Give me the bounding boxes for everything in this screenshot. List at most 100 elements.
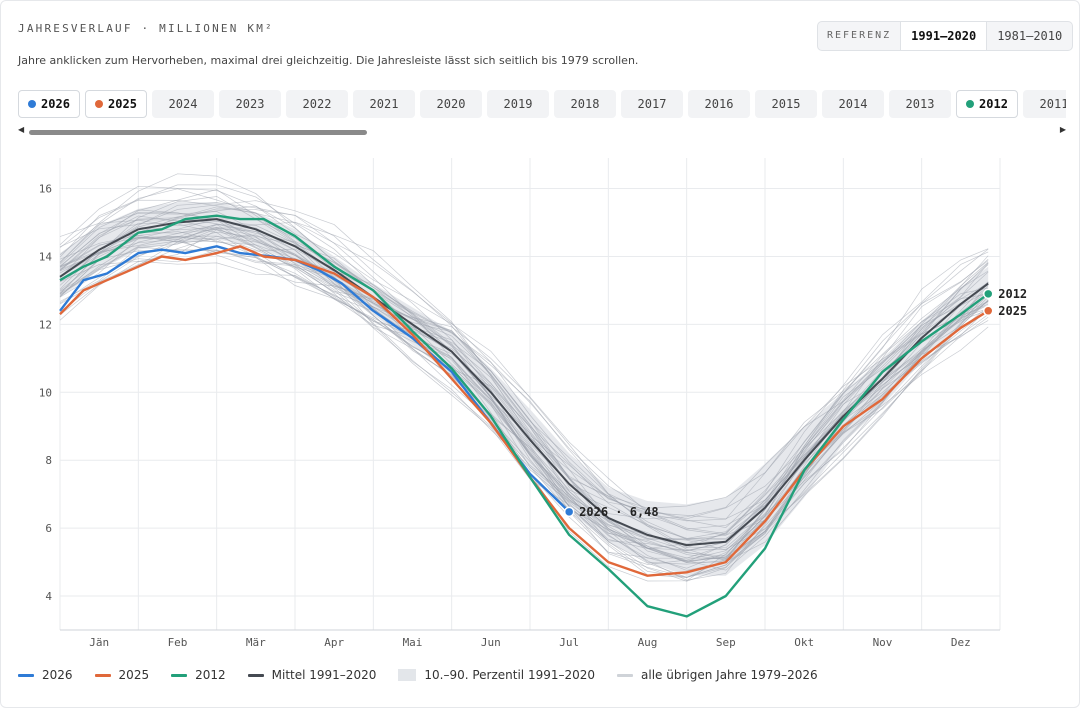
year-chip-label: 2019: [503, 97, 533, 111]
other-year-line: [59, 222, 989, 581]
legend-item: 2026: [18, 668, 73, 682]
other-year-line: [59, 185, 989, 535]
series-line-mean: [59, 218, 989, 547]
legend-swatch: [617, 673, 634, 677]
year-chip-label: 2013: [905, 97, 935, 111]
other-year-line: [59, 188, 989, 541]
end-label-y2012: 2012: [998, 287, 1027, 301]
other-year-line: [59, 184, 989, 528]
year-bar-scrollbar[interactable]: ◀ ▶: [18, 125, 1066, 137]
x-tick-label: Nov: [873, 636, 893, 649]
series-line-y2025: [59, 245, 989, 577]
year-chip-2026[interactable]: 2026: [18, 90, 80, 118]
other-year-line: [59, 217, 989, 559]
other-year-line: [59, 199, 989, 522]
y-tick-label: 14: [39, 250, 53, 263]
year-chip-label: 2026: [41, 97, 70, 111]
scroll-thumb[interactable]: [29, 130, 367, 135]
x-tick-label: Dez: [951, 636, 971, 649]
legend-label: alle übrigen Jahre 1979–2026: [641, 668, 818, 682]
year-chip-label: 2022: [302, 97, 332, 111]
year-chip-2012[interactable]: 2012: [956, 90, 1018, 118]
scroll-left-icon[interactable]: ◀: [18, 125, 25, 134]
year-chip-2021[interactable]: 2021: [353, 90, 415, 118]
reference-option-1981-2010[interactable]: 1981–2010: [997, 29, 1063, 43]
year-color-dot-icon: [966, 100, 975, 108]
end-marker-y2026: [563, 506, 575, 518]
other-year-line: [59, 196, 989, 561]
y-tick-label: 16: [39, 183, 52, 196]
year-chip-label: 2023: [235, 97, 265, 111]
legend-swatch: [171, 673, 188, 677]
year-chip-2023[interactable]: 2023: [219, 90, 281, 118]
x-tick-label: Aug: [638, 636, 658, 649]
legend-label: 2012: [195, 668, 226, 682]
x-tick-label: Sep: [716, 636, 736, 649]
legend-item: 10.–90. Perzentil 1991–2020: [398, 668, 595, 682]
year-chip-label: 2025: [108, 97, 137, 111]
other-year-line: [59, 215, 989, 562]
year-chip-2016[interactable]: 2016: [688, 90, 750, 118]
legend-item: 2025: [94, 668, 150, 682]
year-chip-2020[interactable]: 2020: [420, 90, 482, 118]
year-chip-label: 2024: [168, 97, 198, 111]
other-year-line: [59, 228, 989, 559]
year-chip-label: 2014: [838, 97, 868, 111]
reference-toggle: REFERENZ 1991–2020 1981–2010: [817, 21, 1074, 51]
legend-swatch: [94, 673, 111, 677]
series-line-y2012: [59, 214, 989, 618]
end-label-y2026: 2026 · 6,48: [579, 505, 658, 519]
other-year-line: [59, 227, 989, 551]
legend-swatch: [398, 669, 417, 681]
year-color-dot-icon: [95, 100, 104, 108]
year-chip-2025[interactable]: 2025: [85, 90, 147, 118]
year-chip-label: 2011: [1039, 97, 1066, 111]
x-tick-label: Apr: [324, 636, 344, 649]
chart-legend: 2026 2025 2012 Mittel 1991–2020 10.–90. Perz…: [18, 668, 840, 682]
year-chip-2015[interactable]: 2015: [755, 90, 817, 118]
y-tick-label: 6: [45, 522, 52, 535]
scroll-right-icon[interactable]: ▶: [1059, 125, 1066, 134]
reference-option-1991-2020[interactable]: 1991–2020: [900, 22, 988, 50]
year-chip-2011[interactable]: 2011: [1023, 90, 1066, 118]
legend-item: alle übrigen Jahre 1979–2026: [617, 668, 818, 682]
end-marker-y2025: [983, 305, 994, 317]
end-marker-y2012: [983, 288, 994, 300]
year-chip-label: 2020: [436, 97, 466, 111]
year-chip-label: 2016: [704, 97, 734, 111]
year-chip-label: 2015: [771, 97, 801, 111]
y-tick-label: 12: [39, 318, 52, 331]
legend-label: Mittel 1991–2020: [271, 668, 377, 682]
other-year-line: [59, 200, 989, 509]
year-chip-label: 2018: [570, 97, 600, 111]
x-tick-label: Jän: [89, 636, 109, 649]
year-chip-2024[interactable]: 2024: [152, 90, 214, 118]
other-year-line: [59, 202, 989, 520]
year-chip-2017[interactable]: 2017: [621, 90, 683, 118]
reference-label: REFERENZ: [827, 30, 892, 41]
other-year-line: [59, 189, 989, 549]
y-tick-label: 4: [45, 590, 52, 603]
year-chip-2018[interactable]: 2018: [554, 90, 616, 118]
y-tick-label: 8: [45, 454, 52, 467]
x-tick-label: Mai: [403, 636, 423, 649]
other-year-line: [59, 173, 989, 536]
x-tick-label: Jun: [481, 636, 501, 649]
other-year-line: [59, 206, 989, 540]
year-color-dot-icon: [28, 100, 37, 108]
extent-chart: 4 6 8 10 12 14 16 Jän Feb Mär Apr Mai Jun Jul Aug Sep Ok…: [39, 158, 1027, 649]
year-chip-label: 2017: [637, 97, 667, 111]
x-tick-label: Mär: [246, 636, 266, 649]
year-chip-2014[interactable]: 2014: [822, 90, 884, 118]
legend-item: 2012: [171, 668, 226, 682]
legend-label: 2026: [42, 668, 73, 682]
legend-label: 2025: [118, 668, 150, 682]
end-label-y2025: 2025: [998, 304, 1027, 318]
year-bar[interactable]: 2026 2025 2024 2023 2022 2021 2020 2019 2018 2017…: [18, 90, 1066, 120]
year-chip-2019[interactable]: 2019: [487, 90, 549, 118]
year-chip-2013[interactable]: 2013: [889, 90, 951, 118]
year-chip-label: 2012: [979, 97, 1008, 111]
legend-item: Mittel 1991–2020: [247, 668, 377, 682]
legend-swatch: [18, 673, 34, 677]
year-chip-2022[interactable]: 2022: [286, 90, 348, 118]
